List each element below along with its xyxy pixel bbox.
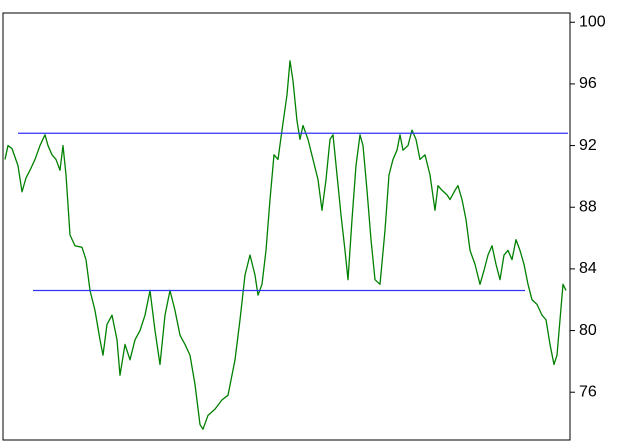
y-tick-label: 96 xyxy=(579,75,597,92)
y-tick-label: 92 xyxy=(579,137,597,154)
y-tick-label: 88 xyxy=(579,198,597,215)
y-tick-label: 80 xyxy=(579,322,597,339)
y-tick-label: 76 xyxy=(579,383,597,400)
y-tick-label: 100 xyxy=(579,13,606,30)
y-tick-label: 84 xyxy=(579,260,597,277)
plot-frame xyxy=(2,12,571,441)
series-line xyxy=(4,60,567,430)
